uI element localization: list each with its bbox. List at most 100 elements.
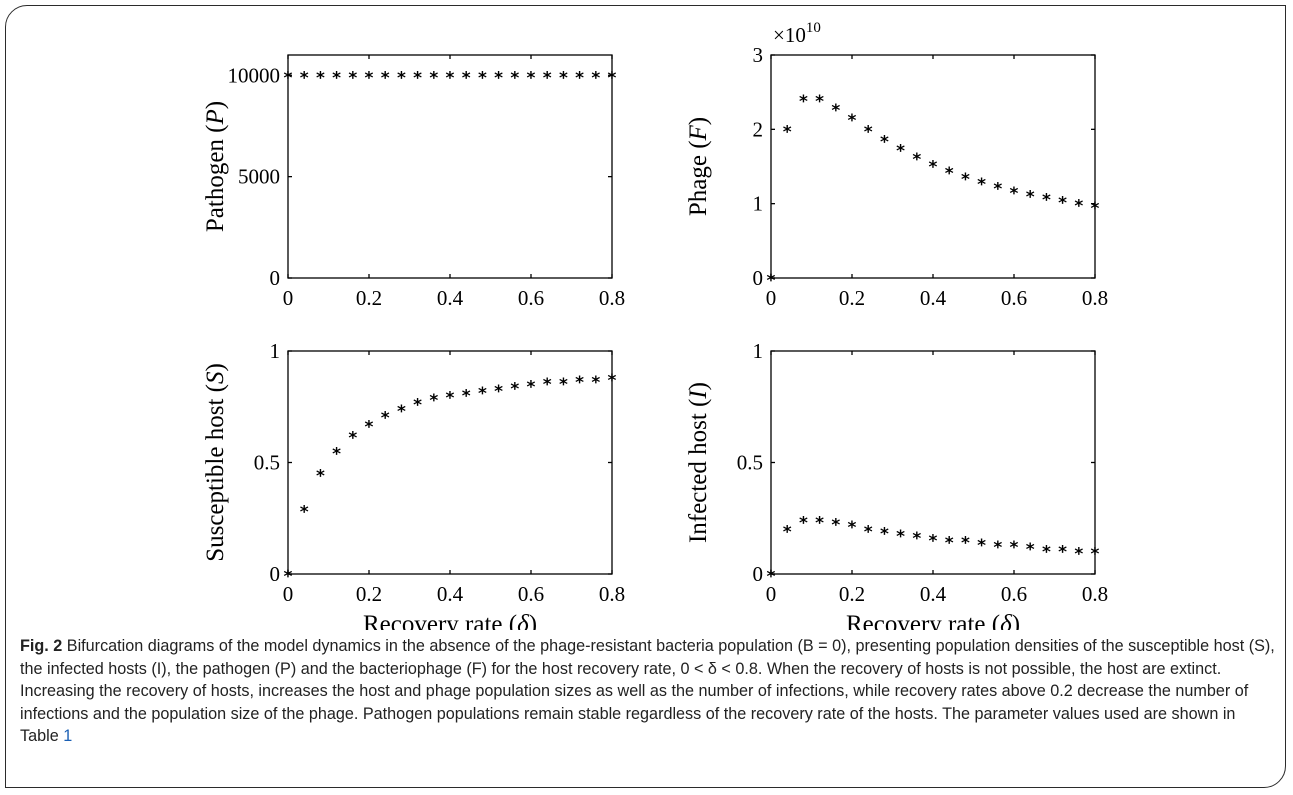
data-point: *	[1026, 188, 1035, 208]
x-axis-title: Recovery rate (δ)	[846, 611, 1020, 630]
data-point: *	[284, 567, 293, 587]
data-point: *	[446, 389, 455, 409]
data-point: *	[945, 164, 954, 184]
data-point: *	[608, 371, 617, 391]
data-point: *	[929, 157, 938, 177]
data-point: *	[831, 101, 840, 121]
data-point: *	[462, 68, 471, 88]
data-point: *	[348, 429, 357, 449]
data-point: *	[1091, 199, 1100, 219]
x-tick-label: 0.4	[920, 582, 947, 606]
data-point: *	[591, 68, 600, 88]
data-point: *	[831, 516, 840, 536]
y-tick-label: 1	[270, 339, 281, 363]
x-tick-label: 0	[766, 286, 777, 310]
data-point: *	[300, 68, 309, 88]
data-point: *	[608, 68, 617, 88]
x-tick-label: 0.2	[356, 286, 382, 310]
data-point: *	[429, 68, 438, 88]
x-tick-label: 0.4	[437, 286, 464, 310]
x-tick-label: 0.8	[1082, 582, 1108, 606]
x-tick-label: 0.6	[518, 286, 544, 310]
data-point: *	[799, 513, 808, 533]
data-point: *	[1042, 191, 1051, 211]
caption-table-link[interactable]: 1	[63, 727, 73, 746]
data-point: *	[783, 122, 792, 142]
data-point: *	[864, 122, 873, 142]
data-point: *	[945, 534, 954, 554]
data-point: *	[767, 271, 776, 291]
data-point: *	[381, 68, 390, 88]
data-point: *	[316, 467, 325, 487]
data-point: *	[527, 377, 536, 397]
plot-box	[287, 54, 613, 279]
y-tick-label: 0	[753, 562, 764, 586]
data-point: *	[1042, 542, 1051, 562]
data-point: *	[977, 536, 986, 556]
x-tick-label: 0.2	[839, 582, 865, 606]
data-point: *	[494, 68, 503, 88]
panel-susceptible: 0 0.2 0.4 0.6 0.8 0 0.5 1 Susceptible host (S) Re…	[202, 339, 625, 630]
data-point: *	[478, 384, 487, 404]
data-point: *	[300, 502, 309, 522]
data-point: *	[527, 68, 536, 88]
x-tick-label: 0.4	[920, 286, 947, 310]
y-tick-label: 0	[270, 562, 281, 586]
data-point: *	[815, 513, 824, 533]
data-point: *	[961, 170, 970, 190]
y-axis-title: Infected host (I)	[685, 382, 712, 543]
y-exponent-value: 10	[806, 20, 821, 36]
x-tick-label: 0	[283, 582, 294, 606]
data-point: *	[1010, 184, 1019, 204]
y-tick-label: 1	[753, 192, 764, 216]
data-point: *	[397, 402, 406, 422]
x-axis-title: Recovery rate (δ)	[363, 611, 537, 630]
data-point: *	[348, 68, 357, 88]
data-point: *	[510, 68, 519, 88]
data-point: *	[848, 518, 857, 538]
data-point: *	[316, 68, 325, 88]
y-tick-label: 0	[753, 266, 764, 290]
data-point: *	[284, 68, 293, 88]
x-tick-label: 0.2	[356, 582, 382, 606]
data-point: *	[864, 522, 873, 542]
data-point: *	[848, 111, 857, 131]
figure-caption: Fig. 2 Bifurcation diagrams of the model…	[20, 635, 1275, 748]
data-point: *	[494, 382, 503, 402]
y-tick-label: 2	[753, 117, 764, 141]
data-point: *	[413, 68, 422, 88]
data-point: *	[993, 180, 1002, 200]
data-point: *	[929, 531, 938, 551]
data-point: *	[365, 68, 374, 88]
caption-figure-label: Fig. 2	[20, 637, 63, 655]
data-point: *	[381, 409, 390, 429]
data-point: *	[1058, 194, 1067, 214]
x-tick-label: 0.6	[1001, 286, 1027, 310]
data-point: *	[478, 68, 487, 88]
y-axis-title: Susceptible host (S)	[202, 363, 229, 562]
data-point: *	[1074, 197, 1083, 217]
data-point: *	[413, 395, 422, 415]
y-tick-label: 0	[270, 266, 281, 290]
data-point: *	[1058, 542, 1067, 562]
data-point: *	[993, 538, 1002, 558]
data-point: *	[397, 68, 406, 88]
y-exponent-label: ×1010	[773, 20, 821, 47]
y-tick-label: 0.5	[737, 451, 763, 475]
data-point: *	[543, 375, 552, 395]
data-point: *	[912, 529, 921, 549]
data-point: *	[880, 133, 889, 153]
panel-infected: 0 0.2 0.4 0.6 0.8 0 0.5 1 Infected host (I) Recov…	[685, 339, 1108, 630]
data-point: *	[429, 391, 438, 411]
data-point: *	[961, 534, 970, 554]
data-point: *	[591, 373, 600, 393]
data-point: *	[912, 150, 921, 170]
data-point: *	[510, 380, 519, 400]
panel-pathogen: 0 0.2 0.4 0.6 0.8 0 5000 10000 Pathogen (P) * * * * *…	[202, 54, 625, 310]
y-tick-label: 5000	[238, 165, 280, 189]
y-axis-title: Pathogen (P)	[202, 101, 229, 232]
x-tick-label: 0.6	[1001, 582, 1027, 606]
x-tick-label: 0.8	[599, 286, 625, 310]
data-point: *	[799, 92, 808, 112]
